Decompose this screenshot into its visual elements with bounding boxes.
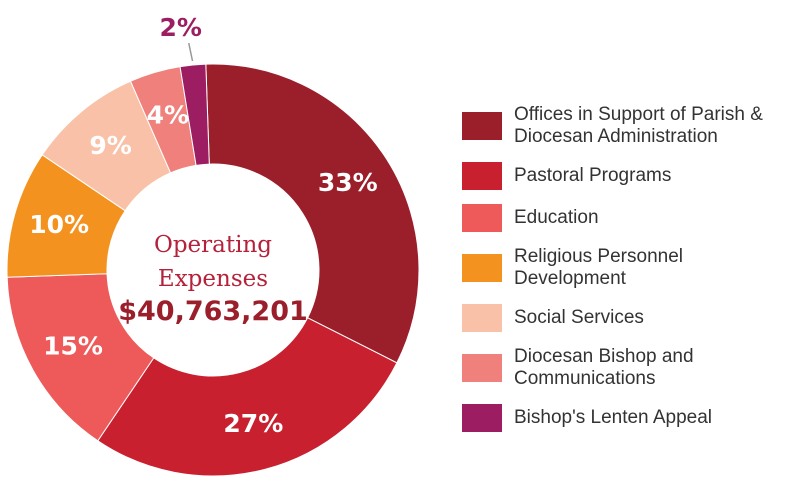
legend-label: Bishop's Lenten Appeal [514, 407, 713, 428]
legend-item: Pastoral Programs [462, 162, 792, 190]
center-title: Operating Expenses [153, 232, 273, 292]
donut-slice [97, 317, 398, 477]
legend-item: Diocesan Bishop and Communications [462, 346, 792, 390]
legend-label: Offices in Support of Parish & Diocesan … [514, 104, 763, 147]
center-value: $40,763,201 [118, 296, 308, 327]
value-label: 10% [29, 210, 89, 239]
legend-swatch [462, 254, 502, 282]
legend-label: Social Services [514, 307, 644, 328]
value-label: 15% [43, 332, 103, 361]
value-label: 27% [223, 409, 283, 438]
legend-item: Bishop's Lenten Appeal [462, 404, 792, 432]
leader-line [188, 42, 194, 62]
legend-item: Social Services [462, 304, 792, 332]
donut-slice [179, 63, 210, 166]
value-label: 9% [89, 131, 131, 160]
donut-slice [205, 63, 420, 364]
value-label: 33% [318, 168, 378, 197]
legend-swatch [462, 354, 502, 382]
legend-item: Offices in Support of Parish & Diocesan … [462, 104, 792, 148]
legend-label: Education [514, 207, 599, 228]
legend-item: Religious Personnel Development [462, 246, 792, 290]
legend: Offices in Support of Parish & Diocesan … [462, 104, 792, 446]
legend-swatch [462, 304, 502, 332]
legend-swatch [462, 404, 502, 432]
legend-label: Diocesan Bishop and Communications [514, 346, 694, 389]
legend-swatch [462, 204, 502, 232]
legend-label: Pastoral Programs [514, 165, 672, 186]
legend-item: Education [462, 204, 792, 232]
legend-swatch [462, 112, 502, 140]
legend-label: Religious Personnel Development [514, 246, 683, 289]
value-label: 4% [147, 101, 189, 130]
value-label: 2% [160, 13, 202, 42]
legend-swatch [462, 162, 502, 190]
donut-slice [6, 273, 155, 442]
